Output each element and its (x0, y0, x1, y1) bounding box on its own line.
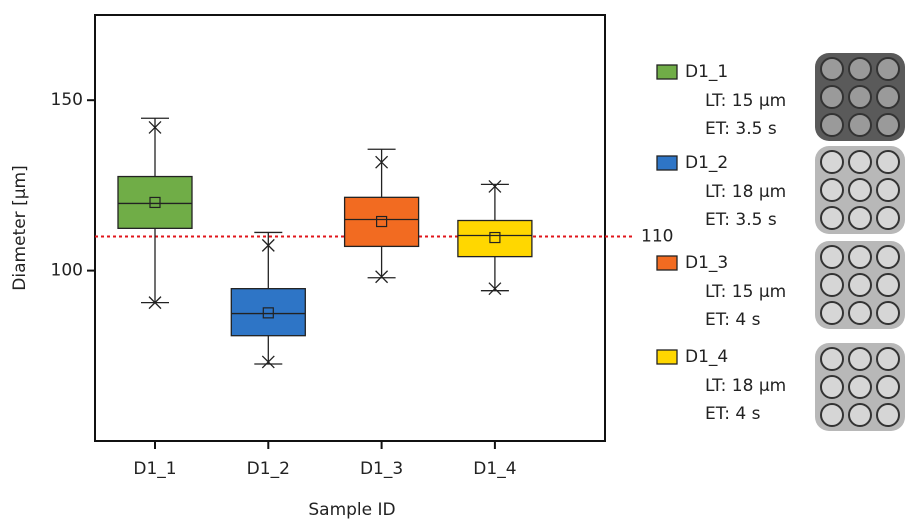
legend-lt: LT: 18 µm (705, 182, 786, 202)
micrograph-pore (849, 404, 871, 426)
box (345, 197, 419, 246)
micrograph-pore (877, 246, 899, 268)
legend-lt: LT: 15 µm (705, 282, 786, 302)
micrograph-pore (821, 348, 843, 370)
micrograph-pore (821, 302, 843, 324)
micrograph-pore (849, 376, 871, 398)
legend-label: D1_2 (685, 153, 728, 173)
micrograph-pore (849, 58, 871, 80)
y-tick-label: 150 (51, 90, 83, 110)
legend-swatch (657, 65, 677, 79)
micrograph-pore (821, 207, 843, 229)
micrograph-pore (821, 114, 843, 136)
x-tick-label: D1_1 (133, 459, 176, 479)
micrograph-pore (877, 151, 899, 173)
micrograph-pore (877, 274, 899, 296)
micrograph-pore (849, 207, 871, 229)
x-tick-label: D1_2 (247, 459, 290, 479)
legend-swatch (657, 256, 677, 270)
micrograph-pore (877, 86, 899, 108)
reference-label: 110 (641, 227, 673, 247)
legend-et: ET: 4 s (705, 310, 761, 330)
micrograph-pore (849, 179, 871, 201)
micrograph-pore (821, 376, 843, 398)
micrograph-pore (849, 246, 871, 268)
micrograph-pore (849, 348, 871, 370)
legend-et: ET: 3.5 s (705, 210, 777, 230)
micrograph-pore (849, 274, 871, 296)
x-axis-label: Sample ID (308, 500, 395, 520)
legend-swatch (657, 350, 677, 364)
y-tick-label: 100 (51, 261, 83, 281)
box (118, 177, 192, 229)
micrograph-pore (877, 348, 899, 370)
micrograph-pore (821, 274, 843, 296)
legend-lt: LT: 18 µm (705, 376, 786, 396)
micrograph-pore (849, 151, 871, 173)
micrograph-pore (821, 151, 843, 173)
micrograph-pore (849, 114, 871, 136)
micrograph-pore (849, 86, 871, 108)
micrograph-pore (877, 58, 899, 80)
x-tick-label: D1_4 (473, 459, 516, 479)
micrograph-pore (821, 246, 843, 268)
micrograph-pore (877, 404, 899, 426)
box (231, 289, 305, 336)
legend-swatch (657, 156, 677, 170)
legend-et: ET: 4 s (705, 404, 761, 424)
micrograph-pore (877, 114, 899, 136)
legend-et: ET: 3.5 s (705, 119, 777, 139)
legend-lt: LT: 15 µm (705, 91, 786, 111)
micrograph-pore (821, 179, 843, 201)
y-axis-label: Diameter [µm] (10, 165, 30, 290)
chart: Diameter [µm] Sample ID 100 150 110 D1_1 D1_… (0, 0, 905, 523)
micrograph-pore (849, 302, 871, 324)
micrograph-pore (877, 179, 899, 201)
legend-label: D1_1 (685, 62, 728, 82)
legend-label: D1_4 (685, 347, 728, 367)
micrograph-pore (877, 207, 899, 229)
x-tick-label: D1_3 (360, 459, 403, 479)
micrograph-pore (821, 404, 843, 426)
micrograph-pore (877, 302, 899, 324)
box (458, 221, 532, 257)
micrograph-pore (821, 58, 843, 80)
micrograph-pore (877, 376, 899, 398)
micrograph-pore (821, 86, 843, 108)
legend-label: D1_3 (685, 253, 728, 273)
